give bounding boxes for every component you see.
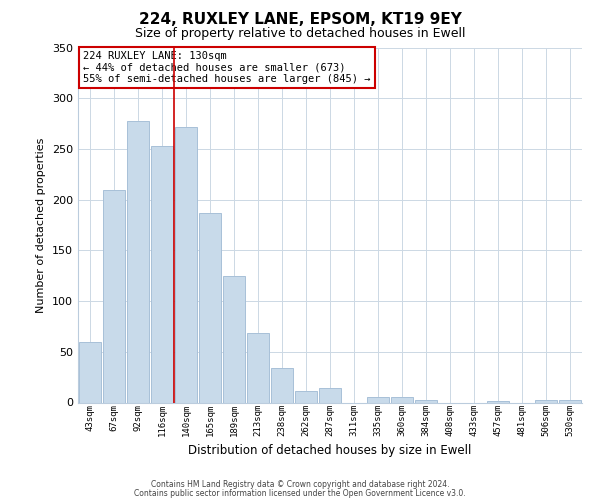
Bar bbox=[295, 392, 317, 402]
Text: 224, RUXLEY LANE, EPSOM, KT19 9EY: 224, RUXLEY LANE, EPSOM, KT19 9EY bbox=[139, 12, 461, 28]
Bar bbox=[535, 400, 557, 402]
Bar bbox=[199, 213, 221, 402]
Text: 224 RUXLEY LANE: 130sqm
← 44% of detached houses are smaller (673)
55% of semi-d: 224 RUXLEY LANE: 130sqm ← 44% of detache… bbox=[83, 51, 371, 84]
Bar bbox=[103, 190, 125, 402]
X-axis label: Distribution of detached houses by size in Ewell: Distribution of detached houses by size … bbox=[188, 444, 472, 458]
Y-axis label: Number of detached properties: Number of detached properties bbox=[37, 138, 46, 312]
Bar bbox=[415, 400, 437, 402]
Bar bbox=[559, 400, 581, 402]
Bar bbox=[319, 388, 341, 402]
Bar bbox=[79, 342, 101, 402]
Text: Size of property relative to detached houses in Ewell: Size of property relative to detached ho… bbox=[135, 28, 465, 40]
Text: Contains HM Land Registry data © Crown copyright and database right 2024.: Contains HM Land Registry data © Crown c… bbox=[151, 480, 449, 489]
Bar bbox=[247, 332, 269, 402]
Text: Contains public sector information licensed under the Open Government Licence v3: Contains public sector information licen… bbox=[134, 489, 466, 498]
Bar bbox=[175, 126, 197, 402]
Bar bbox=[367, 398, 389, 402]
Bar bbox=[127, 120, 149, 402]
Bar bbox=[223, 276, 245, 402]
Bar bbox=[151, 146, 173, 403]
Bar bbox=[391, 398, 413, 402]
Bar bbox=[271, 368, 293, 402]
